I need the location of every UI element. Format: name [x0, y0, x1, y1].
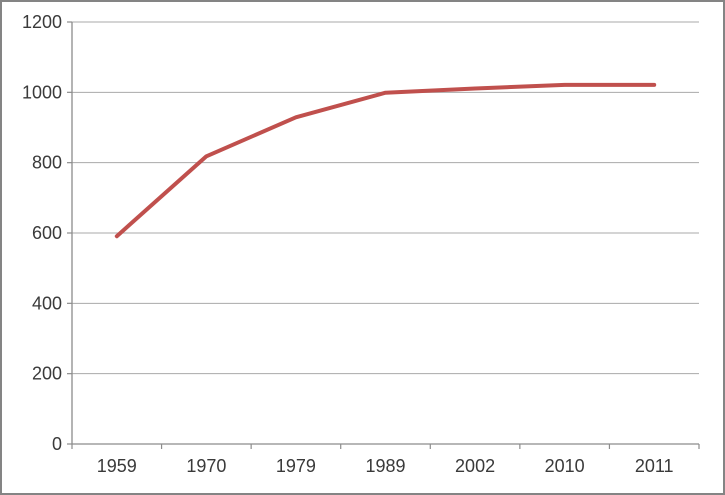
x-tick-label: 2010	[545, 456, 585, 476]
y-tick-label: 1000	[22, 82, 62, 102]
x-tick-label: 1959	[97, 456, 137, 476]
y-tick-label: 400	[32, 293, 62, 313]
x-tick-label: 2011	[635, 456, 674, 476]
y-tick-label: 0	[52, 434, 62, 454]
y-tick-label: 600	[32, 223, 62, 243]
x-tick-label: 1979	[276, 456, 316, 476]
data-line-value	[114, 82, 657, 239]
y-tick-label: 800	[32, 153, 62, 173]
y-tick-label: 1200	[22, 12, 62, 32]
x-tick-label: 1970	[186, 456, 226, 476]
x-tick-label: 2002	[455, 456, 495, 476]
y-tick-label: 200	[32, 364, 62, 384]
x-tick-label: 1989	[365, 456, 405, 476]
